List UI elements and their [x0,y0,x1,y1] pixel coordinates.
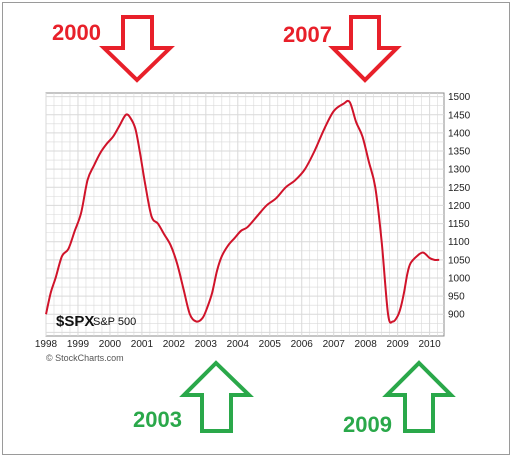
spx-price-line [45,99,440,324]
y-tick-label: 1450 [448,110,471,121]
x-tick-label: 2005 [259,339,282,350]
y-tick-label: 1350 [448,147,471,158]
y-tick-label: 1200 [448,201,471,212]
x-tick-label: 2006 [291,339,314,350]
grid [45,93,444,336]
y-tick-label: 1150 [448,219,470,230]
x-tick-label: 2002 [163,339,186,350]
x-tick-label: 2008 [355,339,378,350]
x-tick-label: 2004 [227,339,250,350]
chart-symbol: $SPX [56,313,95,330]
arrow-down-icon [99,15,175,83]
y-tick-label: 900 [448,310,465,321]
y-tick-label: 1100 [448,237,470,248]
x-axis-ticks: 1998 1999 2000 2001 2002 2003 2004 2005 2006 2007… [35,339,441,350]
y-tick-label: 1050 [448,255,471,266]
chart-symbol-name: S&P 500 [93,316,137,328]
x-tick-label: 2001 [131,339,154,350]
y-tick-label: 1400 [448,128,471,139]
arrow-up-icon [382,360,456,433]
annotation-trough-2003: 2003 [133,407,182,432]
annotation-peak-2000: 2000 [52,20,101,45]
x-tick-label: 2000 [99,339,122,350]
annotation-peak-2007: 2007 [283,22,332,47]
source-credit: © StockCharts.com [46,353,124,363]
y-tick-label: 1300 [448,165,471,176]
y-tick-label: 950 [448,292,465,303]
annotation-trough-2009: 2009 [343,412,392,437]
y-tick-label: 1000 [448,273,471,284]
y-axis-ticks: 900 950 1000 1050 1100 1150 1200 1250 1300 1350 14… [448,92,471,321]
x-tick-label: 2009 [387,339,410,350]
x-tick-label: 1998 [35,339,58,350]
x-tick-label: 2003 [195,339,218,350]
y-tick-label: 1500 [448,92,471,103]
arrow-up-icon [179,360,254,433]
x-tick-label: 2007 [323,339,346,350]
x-tick-label: 1999 [67,339,90,350]
y-tick-label: 1250 [448,183,471,194]
arrow-down-icon [328,15,402,83]
x-tick-label: 2010 [418,339,441,350]
